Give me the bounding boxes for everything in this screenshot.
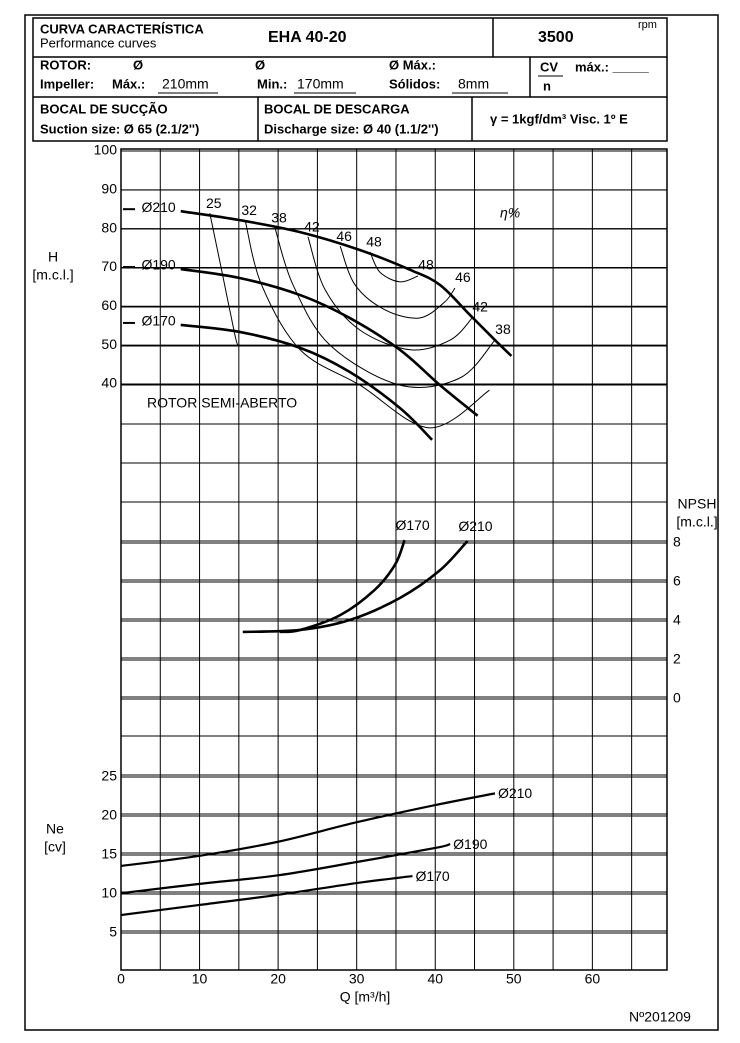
x-tick-label: 0	[117, 971, 125, 987]
y-tick-label: 25	[101, 768, 117, 784]
cv-label: CV	[540, 59, 558, 74]
efficiency-value-label: 48	[418, 257, 434, 273]
series-label: Ø170	[415, 868, 449, 884]
efficiency-value-label: 46	[455, 269, 471, 285]
efficiency-label: η%	[500, 205, 520, 221]
max-value: 210mm	[162, 76, 209, 92]
y-tick-label: 20	[101, 807, 117, 823]
efficiency-value-label: 38	[495, 321, 511, 337]
header	[32, 17, 668, 142]
min-label: Min.:	[257, 76, 287, 91]
series-line	[120, 792, 496, 868]
x-tick-label: 40	[427, 971, 443, 987]
y-tick-label: 2	[673, 651, 681, 667]
series-label: Ø170	[141, 313, 175, 329]
n-label: n	[543, 78, 551, 93]
header-title: CURVA CARACTERÍSTICA	[40, 21, 204, 36]
y-tick-label: 40	[101, 375, 117, 391]
speed-unit: rpm	[638, 19, 657, 31]
x-tick-label: 10	[192, 971, 208, 987]
efficiency-value-label: 25	[206, 195, 222, 211]
y-tick-label: 50	[101, 336, 117, 352]
series-line	[242, 540, 469, 634]
y-tick-label: 6	[673, 573, 681, 589]
series-label: Ø190	[453, 836, 487, 852]
y-tick-label: 0	[673, 690, 681, 706]
efficiency-curve	[244, 219, 490, 429]
x-axis-label: Q [m³/h]	[340, 989, 391, 1005]
efficiency-curve	[369, 251, 419, 283]
document-number: Nº201209	[629, 1009, 691, 1025]
x-tick-label: 20	[270, 971, 286, 987]
efficiency-value-label: 48	[366, 234, 382, 250]
x-tick-label: 50	[506, 971, 522, 987]
efficiency-curve	[274, 227, 496, 388]
solids-value: 8mm	[458, 76, 489, 92]
series-label: Ø210	[498, 785, 532, 801]
max-label: Máx.:	[112, 76, 145, 91]
y-axis-label: Ne	[46, 821, 64, 837]
header-box	[32, 17, 668, 142]
y-tick-label: 4	[673, 612, 681, 628]
efficiency-value-label: 42	[304, 219, 320, 235]
series-line	[120, 874, 413, 917]
rotor-max-label: Ø Máx.:	[389, 57, 436, 72]
rotor-label: ROTOR:	[40, 57, 91, 72]
series-label: Ø210	[141, 199, 175, 215]
y-axis-unit: [cv]	[44, 839, 66, 855]
y-tick-label: 90	[101, 181, 117, 197]
efficiency-value-label: 42	[472, 299, 488, 315]
efficiency-value-label: 46	[336, 228, 352, 244]
suction-size: Suction size: Ø 65 (2.1/2'')	[40, 121, 199, 136]
y-tick-label: 10	[101, 885, 117, 901]
series-label: Ø210	[458, 518, 492, 534]
series-line	[279, 539, 406, 634]
y-tick-label: 60	[101, 297, 117, 313]
efficiency-curve	[209, 213, 239, 346]
series-line	[180, 323, 434, 441]
y-tick-label: 15	[101, 846, 117, 862]
series-line	[180, 267, 479, 417]
y-tick-label: 70	[101, 258, 117, 274]
efficiency-curve	[307, 236, 473, 351]
efficiency-curve	[339, 245, 456, 319]
x-tick-label: 60	[585, 971, 601, 987]
y-axis-unit: [m.c.l.]	[32, 267, 73, 283]
x-tick-label: 30	[349, 971, 365, 987]
fluid: γ = 1kgf/dm³ Visc. 1º E	[490, 111, 628, 126]
model: EHA 40-20	[268, 29, 347, 46]
y-tick-label: 5	[109, 924, 117, 940]
rotor-symbol: Ø	[255, 57, 265, 72]
y-axis-unit: [m.c.l.]	[676, 514, 717, 530]
y-tick-label: 80	[101, 219, 117, 235]
series-label: Ø190	[141, 257, 175, 273]
outer-frame	[24, 14, 719, 1031]
series-line	[180, 209, 513, 357]
series-label: Ø170	[395, 517, 429, 533]
y-axis-label: H	[48, 249, 58, 265]
impeller-label: Impeller:	[40, 76, 94, 91]
suction-title: BOCAL DE SUCÇÃO	[40, 101, 168, 116]
header-subtitle: Performance curves	[40, 35, 157, 50]
annotation: ROTOR SEMI-ABERTO	[147, 395, 297, 411]
discharge-title: BOCAL DE DESCARGA	[264, 101, 410, 116]
y-tick-label: 8	[673, 534, 681, 550]
y-axis-label: NPSH	[678, 496, 717, 512]
speed: 3500	[538, 29, 574, 46]
cv-max-label: máx.: _____	[575, 59, 649, 74]
rotor-symbol: Ø	[133, 57, 143, 72]
efficiency-value-label: 32	[241, 202, 257, 218]
efficiency-value-label: 38	[271, 210, 287, 226]
series-line	[120, 843, 451, 895]
discharge-size: Discharge size: Ø 40 (1.1/2'')	[264, 121, 439, 136]
min-value: 170mm	[297, 76, 344, 92]
solids-label: Sólidos:	[389, 76, 440, 91]
y-tick-label: 100	[94, 142, 118, 158]
